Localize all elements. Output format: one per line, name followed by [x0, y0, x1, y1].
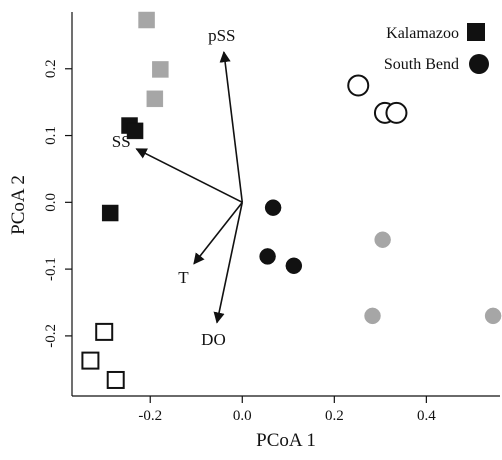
x-axis-label: PCoA 1: [256, 430, 316, 451]
vector-label-t: T: [178, 268, 189, 287]
x-tick-label: -0.2: [138, 408, 162, 424]
point-square: [102, 205, 118, 221]
legend-label-kalamazoo: Kalamazoo: [386, 25, 459, 42]
x-ticks: -0.2 0.0 0.2 0.4: [138, 396, 436, 424]
y-tick-label: 0.1: [43, 126, 59, 145]
legend-label-south-bend: South Bend: [384, 56, 459, 73]
point-circle: [365, 308, 381, 324]
vector-label-pss: pSS: [208, 26, 235, 45]
legend-circle-marker: [469, 54, 489, 74]
y-tick-label: -0.2: [43, 324, 59, 348]
legend: Kalamazoo South Bend: [384, 23, 489, 74]
y-ticks: -0.2 -0.1 0.0 0.1 0.2: [43, 59, 72, 347]
vector-label-do: DO: [201, 330, 226, 349]
point-square: [82, 353, 98, 369]
point-circle: [375, 232, 391, 248]
y-tick-label: 0.2: [43, 59, 59, 78]
point-circle: [286, 258, 302, 274]
vector-arrow-pss: [224, 52, 242, 202]
x-tick-label: 0.0: [233, 408, 252, 424]
point-circle: [386, 103, 406, 123]
point-circle: [260, 248, 276, 264]
x-tick-label: 0.4: [417, 408, 436, 424]
legend-square-marker: [467, 23, 485, 41]
y-tick-label: 0.0: [43, 193, 59, 212]
point-circle: [485, 308, 501, 324]
point-square: [127, 123, 143, 139]
point-square: [152, 61, 168, 77]
y-axis-label: PCoA 2: [8, 175, 29, 235]
point-square: [139, 12, 155, 28]
vector-arrow-ss: [136, 149, 242, 202]
point-circle: [265, 200, 281, 216]
vector-arrow-do: [217, 202, 242, 322]
point-square: [96, 324, 112, 340]
x-tick-label: 0.2: [325, 408, 344, 424]
point-square: [108, 372, 124, 388]
y-tick-label: -0.1: [43, 257, 59, 281]
point-circle: [348, 75, 368, 95]
point-square: [147, 91, 163, 107]
